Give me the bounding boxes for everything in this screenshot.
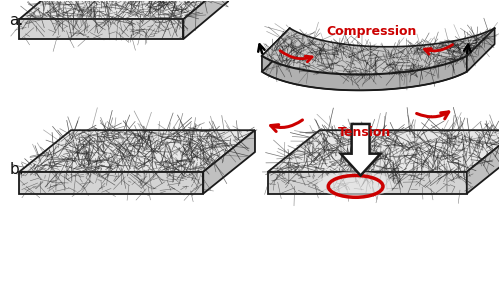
FancyArrowPatch shape [270,120,302,131]
Polygon shape [204,130,255,194]
FancyArrowPatch shape [416,112,448,119]
Polygon shape [20,0,228,19]
Text: a.: a. [10,13,24,28]
Polygon shape [20,172,204,194]
FancyArrowPatch shape [280,51,312,62]
Polygon shape [268,130,500,172]
Polygon shape [467,130,500,194]
Text: Compression: Compression [326,25,416,38]
Polygon shape [340,124,380,175]
Polygon shape [268,172,467,194]
Polygon shape [262,28,494,74]
Ellipse shape [318,171,394,198]
Text: Tension: Tension [338,126,391,139]
Polygon shape [262,44,494,90]
Polygon shape [20,130,255,172]
Polygon shape [20,19,184,39]
Text: b.: b. [10,162,24,177]
Polygon shape [467,28,494,72]
Polygon shape [262,28,290,72]
Polygon shape [184,0,228,39]
FancyArrowPatch shape [424,45,452,54]
